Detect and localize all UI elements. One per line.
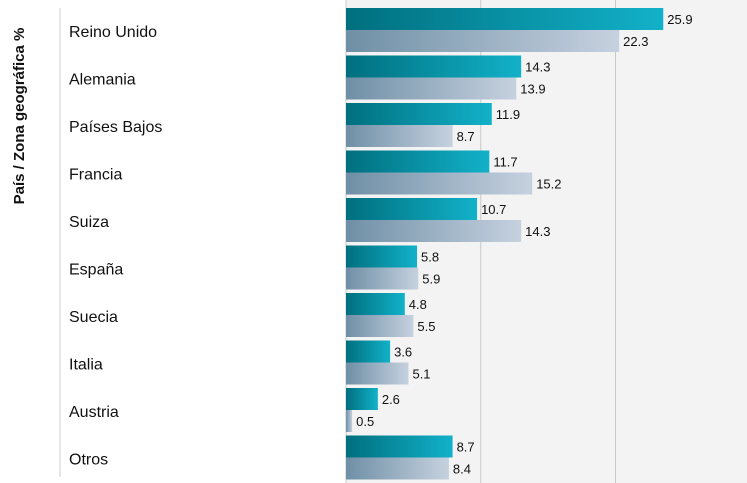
y-axis-label: País / Zona geográfica % [11, 28, 28, 205]
value-label: 5.9 [422, 272, 440, 287]
bar-series-2 [346, 220, 522, 242]
value-label: 8.7 [457, 129, 475, 144]
value-label: 2.6 [382, 392, 400, 407]
bar-series-1 [346, 435, 453, 458]
value-label: 8.4 [453, 462, 471, 477]
bar-series-2 [346, 172, 533, 195]
value-label: 3.6 [394, 345, 412, 360]
value-label: 8.7 [457, 440, 475, 455]
category-label: Reino Unido [69, 24, 157, 41]
category-label: Alemania [69, 72, 136, 89]
bar-series-1 [346, 388, 378, 410]
value-label: 22.3 [623, 34, 648, 49]
bar-series-2 [346, 267, 419, 290]
bar-series-2 [346, 362, 409, 385]
bar-series-1 [346, 103, 492, 125]
bar-series-1 [346, 55, 522, 78]
bar-series-2 [346, 457, 449, 480]
bar-series-1 [346, 198, 478, 220]
value-label: 10.7 [481, 202, 506, 217]
bar-series-2 [346, 77, 517, 100]
category-label: Austria [69, 404, 119, 421]
value-label: 5.1 [412, 367, 430, 382]
value-label: 14.3 [525, 224, 550, 239]
bar-series-1 [346, 340, 391, 363]
value-label: 4.8 [409, 297, 427, 312]
bar-series-1 [346, 293, 405, 315]
bar-series-1 [346, 245, 418, 268]
bar-series-1 [346, 8, 664, 30]
value-label: 5.8 [421, 250, 439, 265]
bar-series-1 [346, 150, 490, 173]
category-label: Suecia [69, 309, 118, 326]
value-label: 11.7 [493, 155, 517, 170]
category-label: Suiza [69, 214, 109, 231]
value-label: 5.5 [417, 319, 435, 334]
value-label: 13.9 [520, 82, 545, 97]
value-label: 11.9 [496, 107, 520, 122]
category-label: Países Bajos [69, 119, 162, 136]
category-label: Francia [69, 167, 122, 184]
category-label: Italia [69, 357, 103, 374]
category-label: España [69, 262, 123, 279]
value-label: 14.3 [525, 60, 550, 75]
value-label: 0.5 [356, 414, 374, 429]
category-labels: Reino Unido Alemania Países Bajos Francia Su… [69, 24, 162, 469]
category-label: Otros [69, 452, 108, 469]
bars [346, 8, 664, 480]
bar-series-2 [346, 30, 620, 52]
value-label: 15.2 [536, 177, 561, 192]
bar-series-2 [346, 315, 414, 337]
bar-series-2 [346, 410, 353, 432]
bar-series-2 [346, 125, 453, 147]
value-label: 25.9 [667, 12, 692, 27]
value-labels: 25.9 22.3 14.3 13.911.9 8.7 11.7 15.2 10.7 14.3 5… [356, 12, 692, 477]
